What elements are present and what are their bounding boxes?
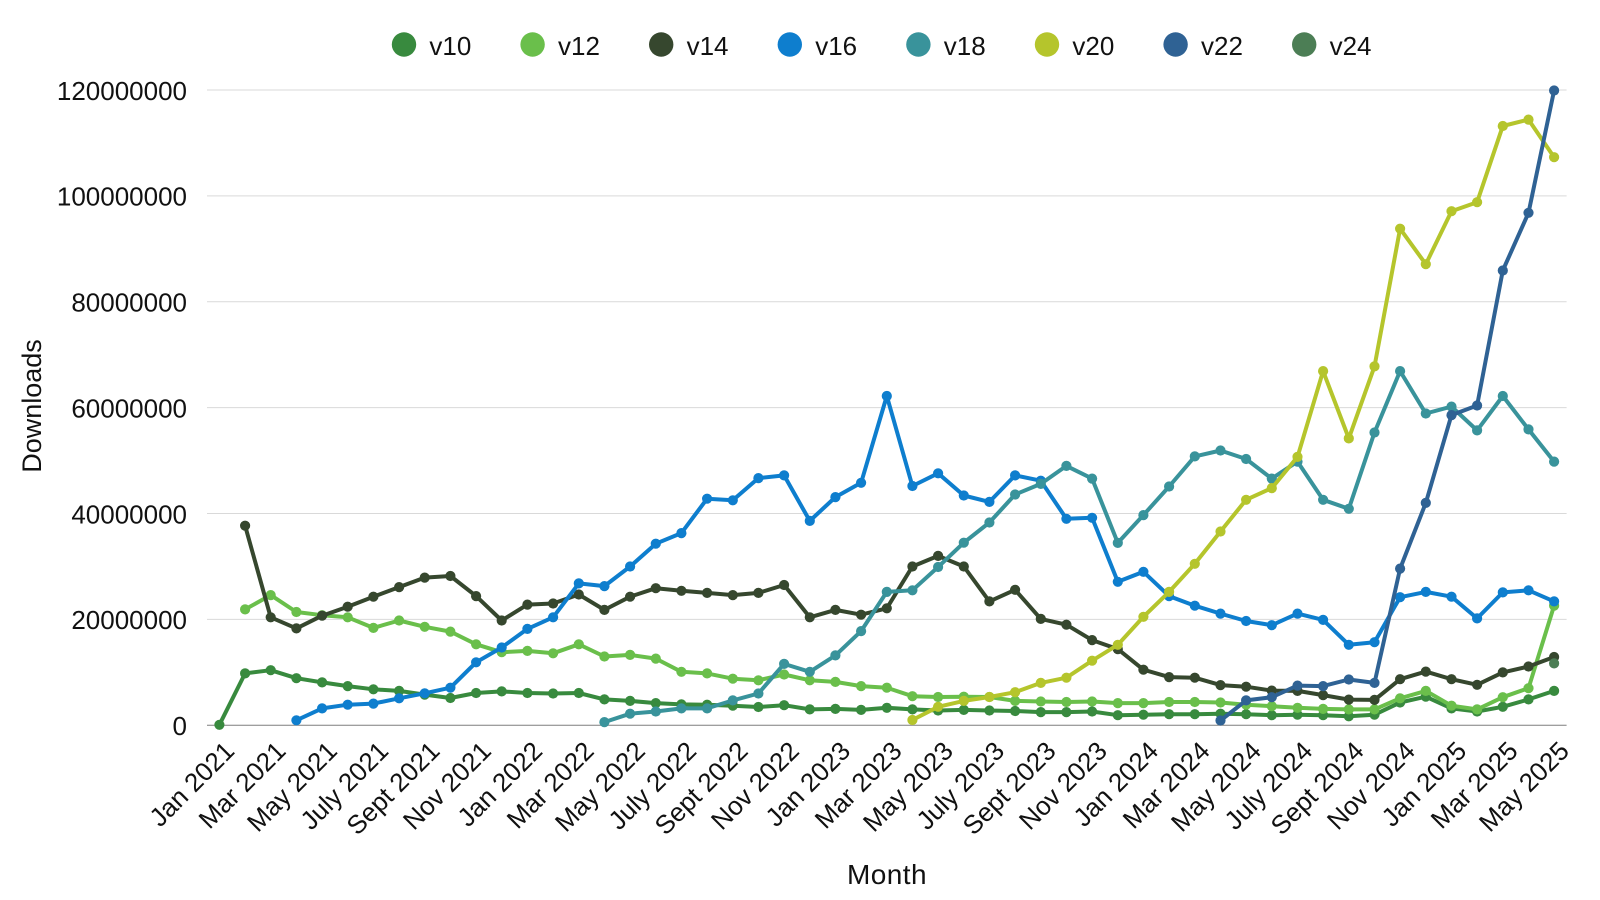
svg-text:Downloads: Downloads	[17, 339, 47, 473]
svg-text:v22: v22	[1201, 31, 1243, 61]
svg-text:40000000: 40000000	[71, 499, 187, 529]
svg-text:80000000: 80000000	[71, 288, 187, 318]
svg-text:v14: v14	[687, 31, 729, 61]
svg-text:v12: v12	[558, 31, 600, 61]
svg-text:v10: v10	[429, 31, 471, 61]
svg-text:Month: Month	[847, 859, 927, 890]
svg-text:0: 0	[173, 711, 187, 741]
svg-text:20000000: 20000000	[71, 605, 187, 635]
svg-text:100000000: 100000000	[57, 182, 187, 212]
svg-text:v20: v20	[1072, 31, 1114, 61]
svg-text:v24: v24	[1330, 31, 1372, 61]
svg-text:60000000: 60000000	[71, 393, 187, 423]
svg-text:v18: v18	[944, 31, 986, 61]
svg-text:v16: v16	[815, 31, 857, 61]
svg-text:120000000: 120000000	[57, 76, 187, 106]
